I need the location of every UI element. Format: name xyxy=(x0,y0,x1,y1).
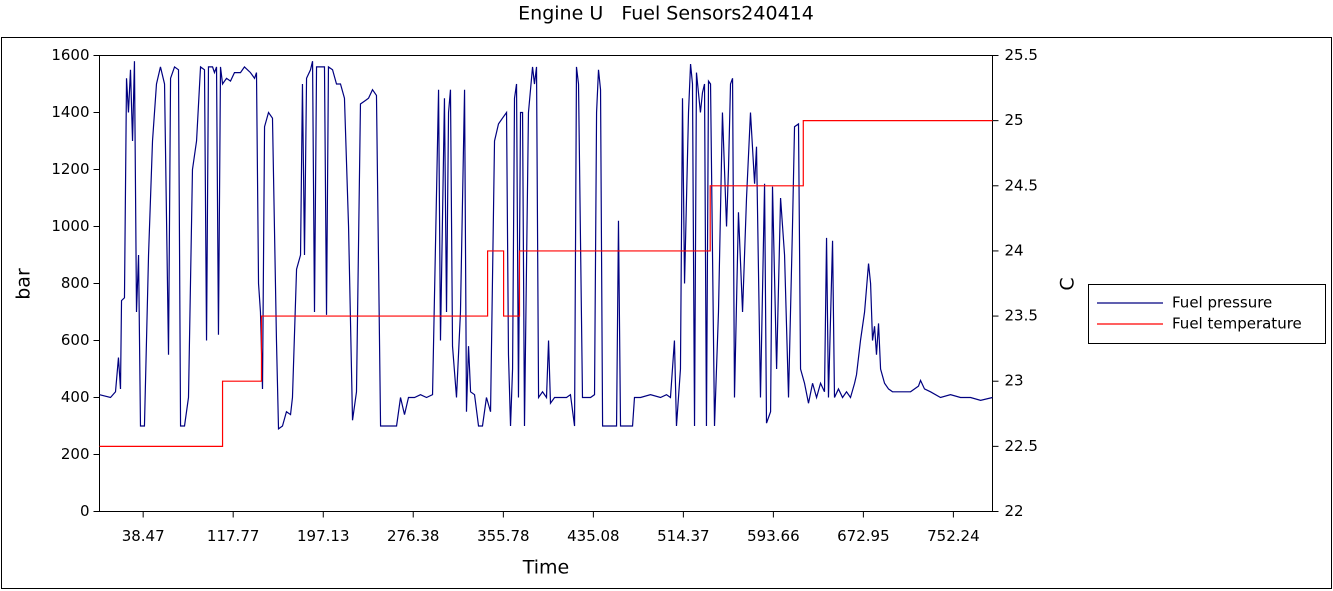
y2-tick-label: 23.5 xyxy=(1005,307,1038,325)
series-line xyxy=(99,120,993,447)
y2-tick-label: 25.5 xyxy=(1005,46,1038,64)
x-tick-label: 672.95 xyxy=(837,527,890,545)
x-tick-label: 38.47 xyxy=(122,527,165,545)
chart-title: Engine U Fuel Sensors240414 xyxy=(518,3,814,25)
x-tick-label: 355.78 xyxy=(477,527,530,545)
x-tick-label: 514.37 xyxy=(657,527,710,545)
y2-tick-label: 24.5 xyxy=(1005,176,1038,194)
y-tick-label: 600 xyxy=(61,331,90,349)
series-line xyxy=(99,61,993,431)
y2-tick-label: 25 xyxy=(1005,111,1024,129)
y-tick-label: 400 xyxy=(61,388,90,406)
legend-box xyxy=(1088,284,1326,344)
plot-frame xyxy=(99,55,993,512)
x-tick-label: 117.77 xyxy=(207,527,260,545)
y2-tick-label: 23 xyxy=(1005,372,1024,390)
x-tick-label: 435.08 xyxy=(567,527,620,545)
x-tick-label: 276.38 xyxy=(387,527,440,545)
y-tick-label: 1200 xyxy=(51,160,89,178)
x-axis-title: Time xyxy=(522,557,570,579)
legend-label: Fuel pressure xyxy=(1172,294,1272,312)
y-tick-label: 0 xyxy=(80,502,90,520)
x-tick-label: 752.24 xyxy=(927,527,980,545)
y-tick-label: 200 xyxy=(61,445,90,463)
legend-label: Fuel temperature xyxy=(1172,315,1302,333)
y2-tick-label: 24 xyxy=(1005,241,1024,259)
y2-tick-label: 22.5 xyxy=(1005,437,1038,455)
y2-tick-label: 22 xyxy=(1005,502,1024,520)
y-tick-label: 1600 xyxy=(51,46,89,64)
x-tick-label: 593.66 xyxy=(747,527,800,545)
chart-frame xyxy=(1,37,1332,589)
y-axis-title: bar xyxy=(13,268,35,300)
y-tick-label: 1000 xyxy=(51,217,89,235)
y-tick-label: 800 xyxy=(61,274,90,292)
y2-axis-title: C xyxy=(1057,277,1079,290)
x-tick-label: 197.13 xyxy=(297,527,350,545)
y-tick-label: 1400 xyxy=(51,103,89,121)
